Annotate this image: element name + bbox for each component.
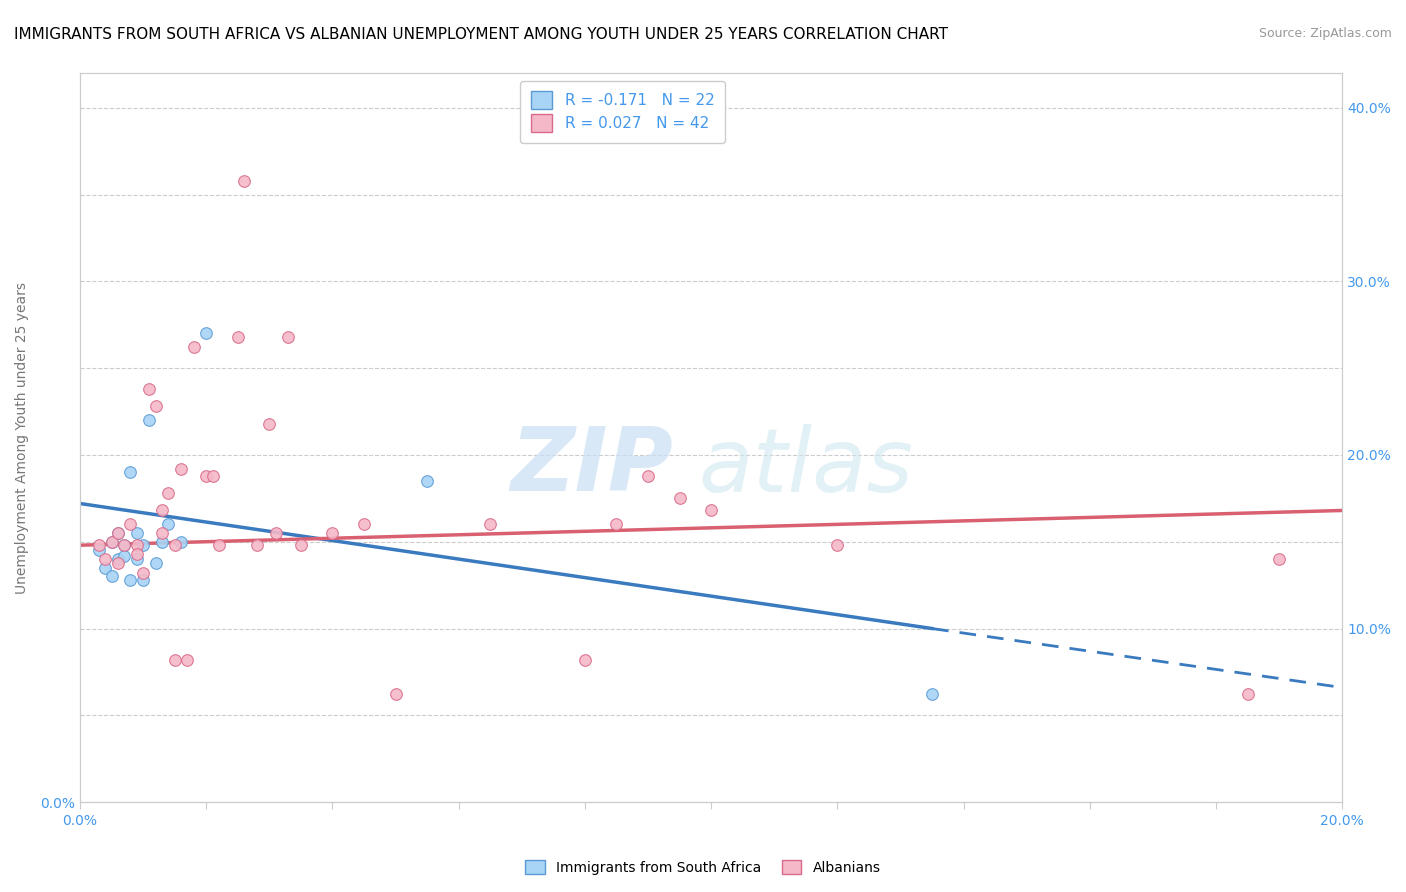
Point [107, 526, 129, 541]
Point [290, 538, 312, 552]
Point [138, 413, 160, 427]
Point [87, 543, 110, 558]
Point [125, 526, 148, 541]
Point [120, 465, 142, 479]
Point [150, 534, 173, 549]
Text: ZIP: ZIP [510, 423, 673, 510]
Point [195, 326, 218, 341]
Point [157, 486, 180, 500]
Point [637, 468, 659, 483]
Point [132, 538, 155, 552]
Point [170, 462, 193, 476]
Point [201, 468, 224, 483]
Y-axis label: Unemployment Among Youth under 25 years: Unemployment Among Youth under 25 years [15, 282, 30, 593]
Point [100, 569, 122, 583]
Point [264, 526, 287, 541]
Point [125, 552, 148, 566]
Point [145, 400, 167, 414]
Point [574, 653, 596, 667]
Legend: R = -0.171   N = 22, R = 0.027   N = 42: R = -0.171 N = 22, R = 0.027 N = 42 [520, 80, 725, 143]
Point [259, 417, 281, 431]
Point [138, 382, 160, 396]
Point [183, 340, 205, 354]
Point [132, 573, 155, 587]
Text: IMMIGRANTS FROM SOUTH AFRICA VS ALBANIAN UNEMPLOYMENT AMONG YOUTH UNDER 25 YEARS: IMMIGRANTS FROM SOUTH AFRICA VS ALBANIAN… [14, 27, 948, 42]
Legend: Immigrants from South Africa, Albanians: Immigrants from South Africa, Albanians [520, 855, 886, 880]
Point [87, 538, 110, 552]
Text: Source: ZipAtlas.com: Source: ZipAtlas.com [1258, 27, 1392, 40]
Point [700, 503, 723, 517]
Point [668, 491, 690, 506]
Point [132, 566, 155, 580]
Point [195, 468, 218, 483]
Point [479, 517, 502, 532]
Text: atlas: atlas [699, 424, 914, 509]
Point [226, 330, 249, 344]
Point [125, 538, 148, 552]
Point [277, 330, 299, 344]
Point [150, 526, 173, 541]
Point [107, 526, 129, 541]
Point [163, 653, 186, 667]
Point [100, 534, 122, 549]
Point [100, 534, 122, 549]
Point [384, 688, 406, 702]
Point [176, 653, 198, 667]
Point [107, 552, 129, 566]
Point [112, 549, 135, 563]
Point [170, 534, 193, 549]
Point [94, 561, 117, 575]
Point [416, 474, 439, 488]
Point [107, 556, 129, 570]
Point [120, 517, 142, 532]
Point [120, 573, 142, 587]
Point [112, 538, 135, 552]
Point [163, 538, 186, 552]
Point [125, 547, 148, 561]
Point [233, 173, 256, 187]
Point [605, 517, 627, 532]
Point [321, 526, 343, 541]
Point [827, 538, 849, 552]
Point [157, 517, 180, 532]
Point [208, 538, 231, 552]
Point [1236, 688, 1258, 702]
Point [94, 552, 117, 566]
Point [145, 556, 167, 570]
Point [112, 538, 135, 552]
Point [1268, 552, 1291, 566]
Point [246, 538, 269, 552]
Point [150, 503, 173, 517]
Point [353, 517, 375, 532]
Point [921, 688, 943, 702]
